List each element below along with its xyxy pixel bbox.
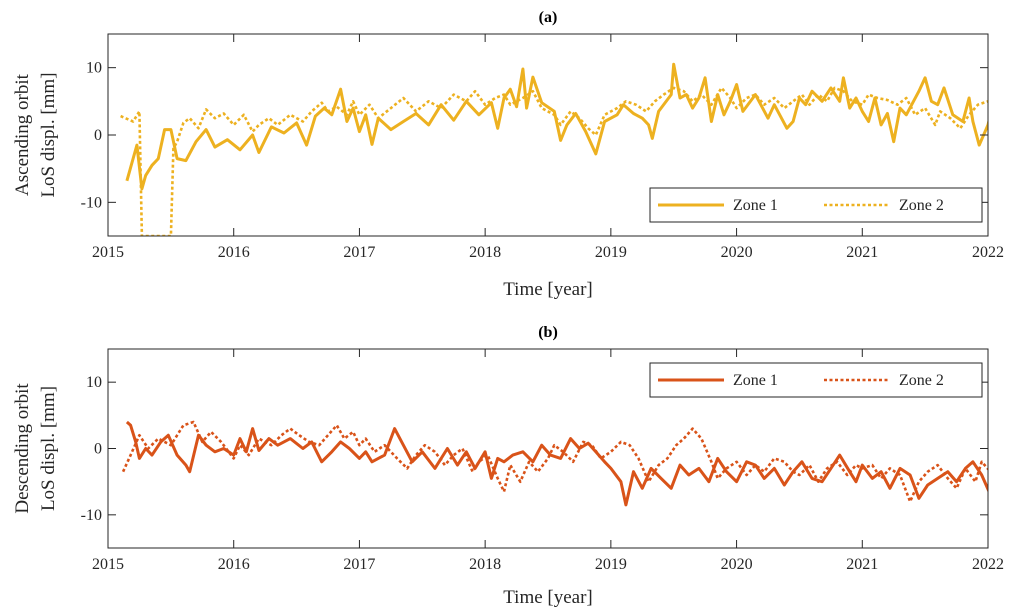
x-tick-label: 2016 — [218, 556, 250, 573]
x-tick-label: 2015 — [92, 244, 124, 261]
x-tick-label: 2018 — [469, 556, 501, 573]
x-tick-label: 2019 — [595, 556, 627, 573]
x-tick-label: 2020 — [721, 556, 753, 573]
series-line-2 — [120, 86, 988, 236]
x-tick-label: 2020 — [721, 244, 753, 261]
x-tick-label: 2017 — [343, 244, 375, 261]
y-axis-label: Descending orbit — [12, 383, 33, 514]
legend-label: Zone 2 — [899, 197, 944, 214]
chart-title: (a) — [539, 9, 558, 26]
y-tick-label: 0 — [94, 127, 102, 144]
y-axis-label: LoS displ. [mm] — [38, 386, 59, 511]
y-tick-label: 0 — [94, 441, 102, 458]
legend-label: Zone 2 — [899, 372, 944, 389]
x-tick-label: 2019 — [595, 244, 627, 261]
legend-label: Zone 1 — [733, 372, 778, 389]
x-tick-label: 2021 — [846, 556, 878, 573]
series-line-1 — [125, 420, 988, 507]
x-tick-label: 2022 — [972, 244, 1004, 261]
y-axis-label: Ascending orbit — [12, 73, 33, 196]
y-axis-label: LoS displ. [mm] — [38, 72, 59, 197]
y-tick-label: -10 — [81, 194, 102, 211]
y-tick-label: -10 — [81, 507, 102, 524]
chart-panel-0: Zone 1 Zone 2 — [107, 33, 989, 237]
x-tick-label: 2021 — [846, 244, 878, 261]
x-axis-label: Time [year] — [503, 279, 593, 300]
legend: Zone 1 Zone 2 — [649, 362, 983, 398]
x-tick-label: 2016 — [218, 244, 250, 261]
chart-panel-1: Zone 1 Zone 2 — [107, 348, 989, 549]
y-tick-label: 10 — [86, 374, 102, 391]
x-tick-label: 2015 — [92, 556, 124, 573]
chart-title: (b) — [538, 324, 558, 341]
x-tick-label: 2017 — [343, 556, 375, 573]
x-tick-label: 2022 — [972, 556, 1004, 573]
legend-label: Zone 1 — [733, 197, 778, 214]
x-tick-label: 2018 — [469, 244, 501, 261]
x-axis-label: Time [year] — [503, 587, 593, 608]
y-tick-label: 10 — [86, 60, 102, 77]
legend: Zone 1 Zone 2 — [649, 187, 983, 223]
series-line-1 — [125, 62, 988, 191]
